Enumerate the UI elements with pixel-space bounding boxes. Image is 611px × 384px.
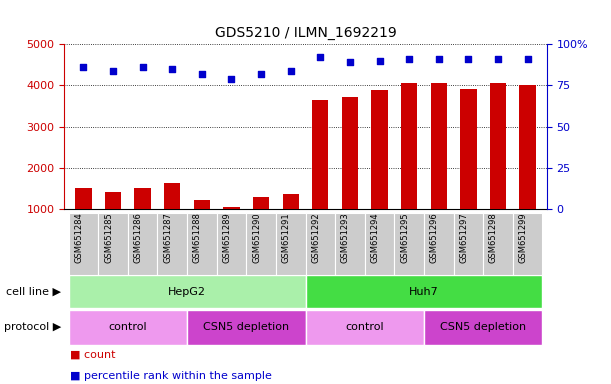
- Point: [464, 56, 474, 62]
- Bar: [276, 213, 306, 275]
- Text: cell line ▶: cell line ▶: [6, 287, 61, 297]
- Point: [137, 64, 147, 70]
- Bar: [187, 310, 306, 345]
- Text: GSM651286: GSM651286: [134, 213, 142, 263]
- Point: [404, 56, 414, 62]
- Bar: [68, 310, 187, 345]
- Bar: [306, 275, 543, 308]
- Bar: [128, 213, 158, 275]
- Bar: [217, 213, 246, 275]
- Text: control: control: [345, 322, 384, 333]
- Text: GSM651290: GSM651290: [252, 213, 261, 263]
- Bar: [394, 213, 424, 275]
- Point: [522, 56, 532, 62]
- Bar: [312, 100, 329, 209]
- Text: GSM651293: GSM651293: [341, 213, 350, 263]
- Text: GSM651285: GSM651285: [104, 213, 113, 263]
- Bar: [519, 85, 536, 209]
- Text: Huh7: Huh7: [409, 287, 439, 297]
- Text: CSN5 depletion: CSN5 depletion: [203, 322, 290, 333]
- Bar: [306, 213, 335, 275]
- Bar: [483, 213, 513, 275]
- Point: [315, 54, 325, 60]
- Text: GSM651289: GSM651289: [222, 213, 232, 263]
- Point: [345, 59, 355, 65]
- Text: HepG2: HepG2: [168, 287, 206, 297]
- Bar: [306, 310, 424, 345]
- Bar: [158, 213, 187, 275]
- Bar: [431, 83, 447, 209]
- Text: GSM651284: GSM651284: [75, 213, 84, 263]
- Point: [434, 56, 444, 62]
- Text: GSM651298: GSM651298: [489, 213, 498, 263]
- Text: GSM651287: GSM651287: [163, 213, 172, 263]
- Title: GDS5210 / ILMN_1692219: GDS5210 / ILMN_1692219: [214, 26, 397, 40]
- Text: GSM651292: GSM651292: [312, 213, 320, 263]
- Bar: [253, 197, 269, 209]
- Bar: [453, 213, 483, 275]
- Text: protocol ▶: protocol ▶: [4, 322, 61, 333]
- Bar: [282, 194, 299, 209]
- Point: [108, 68, 118, 74]
- Point: [197, 71, 207, 77]
- Point: [493, 56, 503, 62]
- Point: [167, 66, 177, 72]
- Text: GSM651296: GSM651296: [430, 213, 439, 263]
- Bar: [68, 213, 98, 275]
- Bar: [134, 188, 151, 209]
- Bar: [460, 89, 477, 209]
- Bar: [401, 83, 417, 209]
- Bar: [424, 310, 543, 345]
- Text: GSM651299: GSM651299: [519, 213, 527, 263]
- Text: GSM651294: GSM651294: [370, 213, 379, 263]
- Text: GSM651297: GSM651297: [459, 213, 469, 263]
- Text: ■ percentile rank within the sample: ■ percentile rank within the sample: [70, 371, 272, 381]
- Bar: [513, 213, 543, 275]
- Bar: [68, 275, 306, 308]
- Bar: [224, 207, 240, 209]
- Text: GSM651295: GSM651295: [400, 213, 409, 263]
- Bar: [164, 183, 180, 209]
- Text: ■ count: ■ count: [70, 349, 115, 359]
- Point: [227, 76, 236, 82]
- Text: CSN5 depletion: CSN5 depletion: [440, 322, 526, 333]
- Point: [79, 64, 89, 70]
- Text: control: control: [109, 322, 147, 333]
- Point: [256, 71, 266, 77]
- Bar: [98, 213, 128, 275]
- Bar: [371, 89, 387, 209]
- Bar: [342, 97, 358, 209]
- Text: GSM651288: GSM651288: [193, 213, 202, 263]
- Text: GSM651291: GSM651291: [282, 213, 291, 263]
- Bar: [365, 213, 394, 275]
- Bar: [187, 213, 217, 275]
- Bar: [105, 192, 121, 209]
- Bar: [424, 213, 453, 275]
- Bar: [75, 188, 92, 209]
- Bar: [246, 213, 276, 275]
- Bar: [194, 200, 210, 209]
- Bar: [335, 213, 365, 275]
- Point: [375, 58, 384, 64]
- Bar: [490, 83, 506, 209]
- Point: [286, 68, 296, 74]
